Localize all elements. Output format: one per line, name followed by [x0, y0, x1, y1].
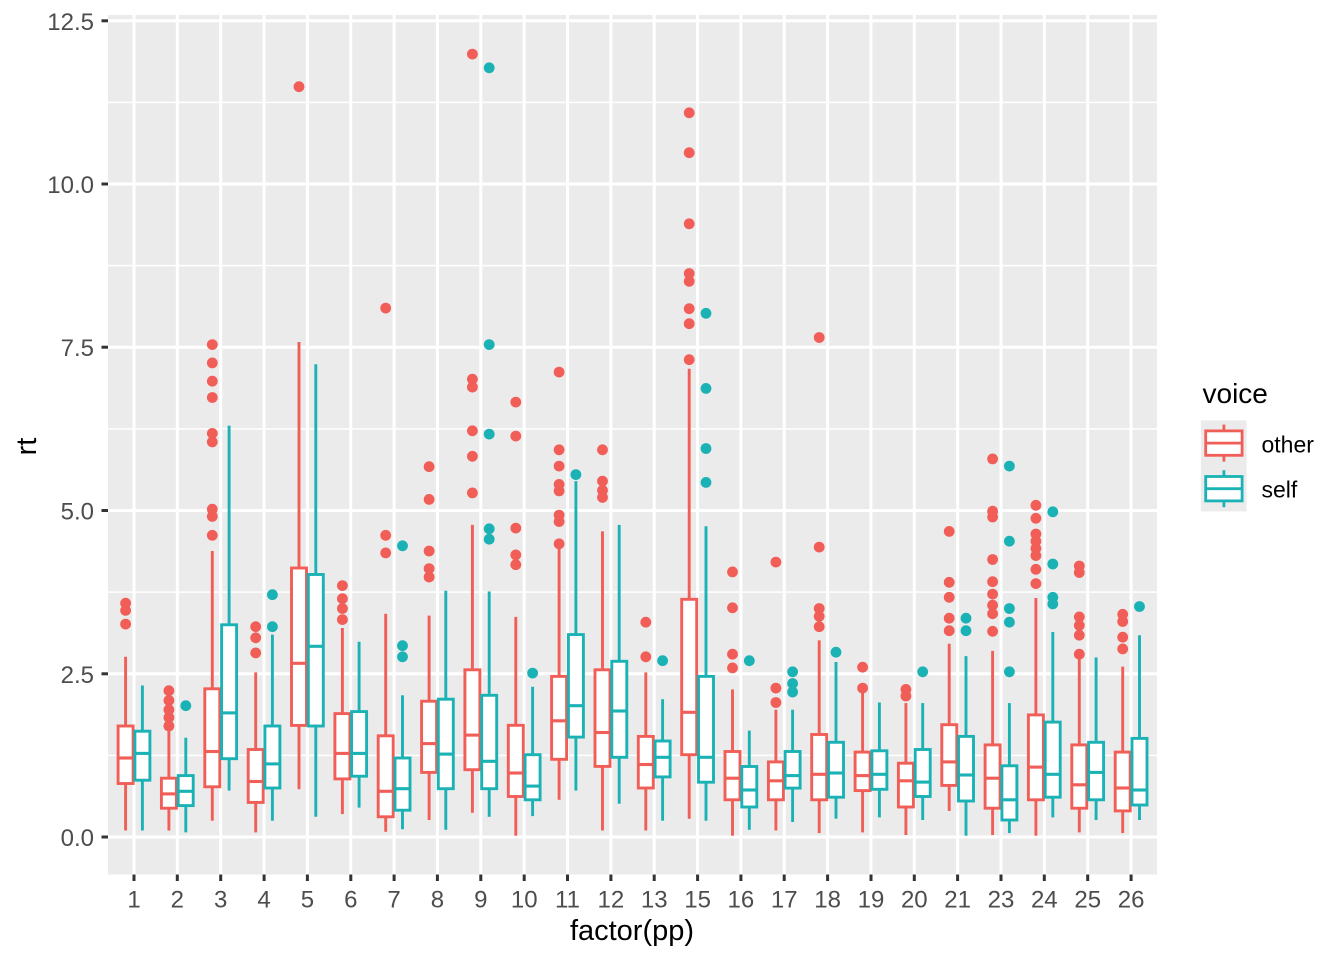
- svg-text:rt: rt: [11, 438, 43, 456]
- svg-text:6: 6: [344, 886, 357, 913]
- svg-text:9: 9: [474, 886, 487, 913]
- svg-text:10.0: 10.0: [47, 172, 94, 199]
- svg-text:3: 3: [214, 886, 227, 913]
- svg-text:12.5: 12.5: [47, 9, 94, 36]
- svg-text:23: 23: [988, 886, 1015, 913]
- svg-text:21: 21: [944, 886, 971, 913]
- svg-text:18: 18: [814, 886, 841, 913]
- svg-text:7.5: 7.5: [61, 335, 94, 362]
- svg-text:20: 20: [901, 886, 928, 913]
- svg-text:19: 19: [858, 886, 885, 913]
- svg-text:factor(pp): factor(pp): [570, 915, 694, 947]
- svg-text:13: 13: [641, 886, 668, 913]
- svg-text:4: 4: [257, 886, 270, 913]
- svg-text:15: 15: [684, 886, 711, 913]
- svg-text:other: other: [1262, 431, 1315, 457]
- svg-text:11: 11: [555, 886, 580, 913]
- svg-text:25: 25: [1074, 886, 1101, 913]
- svg-text:8: 8: [431, 886, 444, 913]
- svg-text:10: 10: [511, 886, 538, 913]
- svg-text:24: 24: [1031, 886, 1058, 913]
- svg-text:1: 1: [127, 886, 140, 913]
- svg-text:26: 26: [1118, 886, 1145, 913]
- svg-text:0.0: 0.0: [61, 825, 94, 852]
- svg-text:2.5: 2.5: [61, 662, 94, 689]
- svg-text:2: 2: [171, 886, 184, 913]
- svg-text:7: 7: [387, 886, 400, 913]
- svg-text:voice: voice: [1203, 378, 1268, 409]
- svg-text:self: self: [1262, 477, 1298, 503]
- svg-text:17: 17: [771, 886, 798, 913]
- svg-text:5.0: 5.0: [61, 499, 94, 526]
- svg-text:5: 5: [301, 886, 314, 913]
- svg-text:16: 16: [728, 886, 755, 913]
- svg-text:12: 12: [598, 886, 625, 913]
